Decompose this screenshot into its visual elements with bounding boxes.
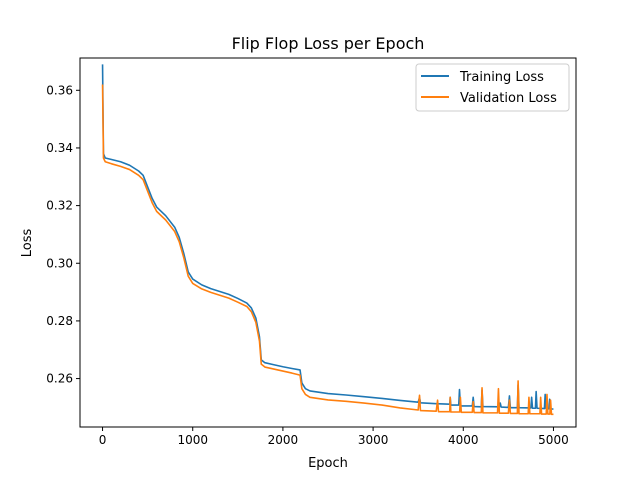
plot-frame <box>79 57 577 428</box>
y-tick-label: 0.32 <box>46 199 73 213</box>
x-tick-label: 0 <box>99 433 107 447</box>
x-axis-label: Epoch <box>308 456 348 471</box>
x-tick-label: 3000 <box>358 433 389 447</box>
y-tick-label: 0.34 <box>46 141 73 155</box>
legend-label-training: Training Loss <box>459 70 544 85</box>
x-tick-label: 5000 <box>538 433 569 447</box>
y-axis: 0.26 0.28 0.30 0.32 0.34 0.36 <box>46 83 80 386</box>
x-tick-label: 2000 <box>268 433 299 447</box>
chart-title: Flip Flop Loss per Epoch <box>232 34 425 53</box>
y-tick-label: 0.26 <box>46 372 73 386</box>
y-axis-label: Loss <box>20 229 35 258</box>
legend: Training Loss Validation Loss <box>415 63 570 112</box>
y-tick-label: 0.36 <box>46 83 73 97</box>
legend-label-validation: Validation Loss <box>460 91 557 106</box>
x-tick-label: 4000 <box>448 433 479 447</box>
x-tick-label: 1000 <box>177 433 208 447</box>
y-tick-label: 0.30 <box>46 256 73 270</box>
y-tick-label: 0.28 <box>46 314 73 328</box>
legend-box <box>415 63 570 112</box>
series-layer <box>101 64 554 416</box>
series-line-training <box>101 64 554 410</box>
series-line-validation <box>101 84 554 416</box>
x-axis: 0 1000 2000 3000 4000 5000 <box>99 427 569 447</box>
